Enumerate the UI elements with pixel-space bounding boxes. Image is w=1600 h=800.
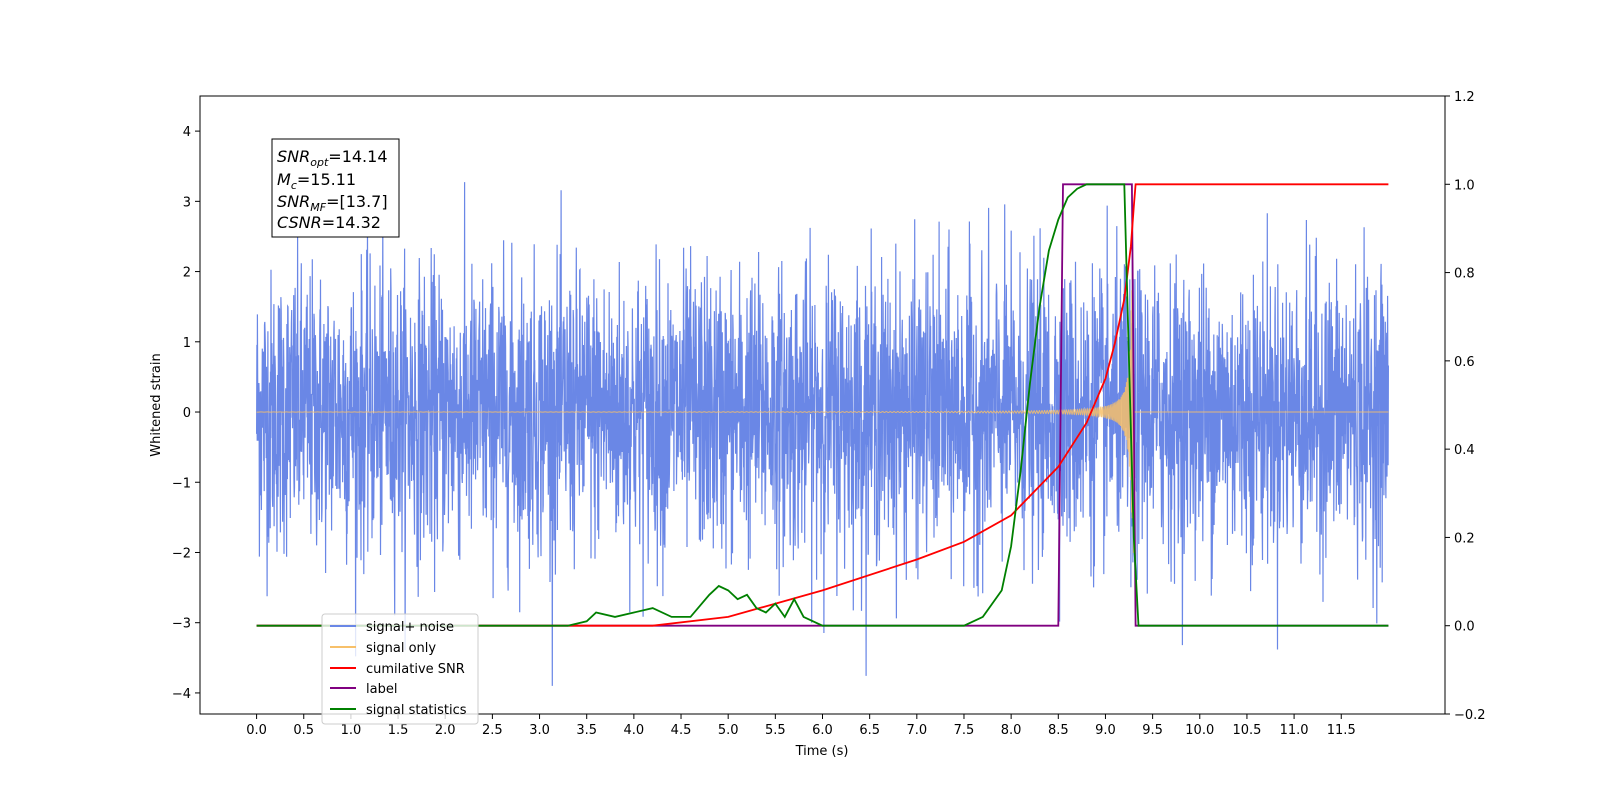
x-tick-label: 6.0	[812, 723, 833, 738]
legend-entry-label: label	[330, 682, 397, 697]
x-tick-label: 8.0	[1001, 723, 1022, 738]
legend-entry-signal-noise: signal+ noise	[330, 620, 454, 635]
y-tick-label-right: 0.8	[1454, 267, 1475, 282]
x-tick-label: 9.0	[1095, 723, 1116, 738]
x-tick-label: 3.0	[529, 723, 550, 738]
x-tick-label: 1.5	[388, 723, 409, 738]
x-axis: 0.0 0.5 1.0 1.5 2.0 2.5 3.0 3.5 4.0 4.5 5.0 5.5 6.0 6…	[246, 714, 1356, 738]
x-tick-label: 2.5	[482, 723, 503, 738]
y-axis-left: −4 −3 −2 −1 0 1 2 3 4	[172, 125, 200, 702]
y-axis-label-left: Whitened strain	[149, 353, 164, 456]
legend-entry-signal-only: signal only	[330, 641, 436, 656]
x-tick-label: 5.5	[765, 723, 786, 738]
annotation-box: SNRopt=14.14 Mc=15.11 SNRMF=[13.7] CSNR=…	[271, 138, 400, 238]
legend-label-label: label	[366, 682, 397, 697]
x-tick-label: 10.5	[1232, 723, 1261, 738]
y-tick-label-right: 0.2	[1454, 531, 1475, 546]
x-tick-label: 6.5	[859, 723, 880, 738]
legend: signal+ noise signal only cumilative SNR…	[321, 613, 479, 725]
y-tick-label-right: 0.6	[1454, 355, 1475, 370]
y-tick-label-left: 3	[183, 195, 191, 210]
x-tick-label: 7.0	[906, 723, 927, 738]
legend-label-signal-only: signal only	[366, 641, 436, 656]
x-tick-label: 2.0	[435, 723, 456, 738]
annotation-line-csnr: CSNR=14.32	[277, 213, 381, 232]
x-tick-label: 10.0	[1185, 723, 1214, 738]
series-signal-noise	[256, 182, 1389, 686]
legend-label-cumilative-snr: cumilative SNR	[366, 662, 465, 677]
y-axis-right: −0.2 0.0 0.2 0.4 0.6 0.8 1.0 1.2	[1445, 90, 1486, 723]
y-tick-label-right: 1.2	[1454, 90, 1475, 105]
y-tick-label-left: −3	[172, 617, 191, 632]
x-tick-label: 3.5	[576, 723, 597, 738]
legend-entry-cumilative-snr: cumilative SNR	[330, 662, 465, 677]
x-tick-label: 0.5	[293, 723, 314, 738]
annotation-line-snr-mf: SNRMF=[13.7]	[277, 192, 388, 214]
x-tick-label: 5.0	[718, 723, 739, 738]
x-tick-label: 0.0	[246, 723, 267, 738]
legend-entry-signal-statistics: signal statistics	[330, 703, 467, 718]
series-signal-statistics	[256, 183, 1389, 627]
y-tick-label-left: −4	[172, 687, 191, 702]
y-tick-label-left: −2	[172, 546, 191, 561]
plot-area	[256, 182, 1389, 686]
x-tick-label: 7.5	[954, 723, 975, 738]
x-tick-label: 9.5	[1142, 723, 1163, 738]
legend-frame	[321, 613, 479, 725]
y-tick-label-right: 0.0	[1454, 620, 1475, 635]
y-tick-label-left: 1	[183, 336, 191, 351]
x-tick-label: 11.5	[1327, 723, 1356, 738]
y-tick-label-left: 2	[183, 266, 191, 281]
annotation-line-snr-opt: SNRopt=14.14	[277, 147, 388, 169]
annotation-line-mc: Mc=15.11	[277, 170, 356, 192]
y-tick-label-right: 1.0	[1454, 178, 1475, 193]
y-tick-label-right: 0.4	[1454, 443, 1475, 458]
legend-label-signal-statistics: signal statistics	[366, 703, 467, 718]
x-tick-label: 11.0	[1280, 723, 1309, 738]
x-tick-label: 1.0	[341, 723, 362, 738]
x-axis-label: Time (s)	[795, 744, 849, 759]
legend-label-signal-noise: signal+ noise	[366, 620, 454, 635]
x-tick-label: 8.5	[1048, 723, 1069, 738]
annotation-frame	[271, 138, 400, 238]
series-signal-only	[256, 272, 1389, 553]
x-tick-label: 4.0	[624, 723, 645, 738]
y-tick-label-left: 0	[183, 406, 191, 421]
x-tick-label: 4.5	[671, 723, 692, 738]
y-tick-label-right: −0.2	[1454, 708, 1486, 723]
y-tick-label-left: −1	[172, 476, 191, 491]
y-tick-label-left: 4	[183, 125, 191, 140]
